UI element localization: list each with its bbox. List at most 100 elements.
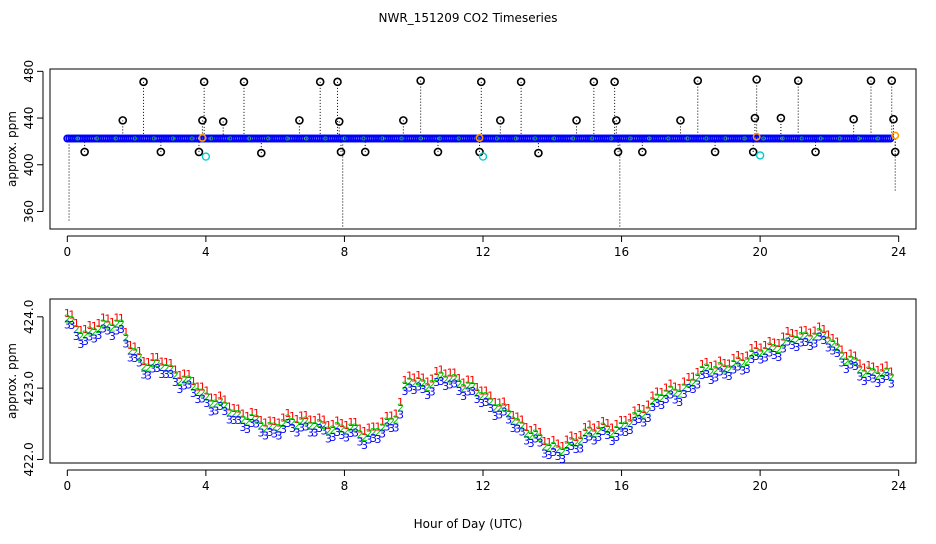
bottom-series-3-point: 3 — [483, 396, 490, 409]
bottom-series-3-point: 3 — [636, 413, 643, 426]
top-green-point — [609, 136, 614, 141]
bottom-series-3-point: 3 — [321, 425, 328, 438]
top-green-point — [418, 136, 423, 141]
top-green-point — [571, 136, 576, 141]
bottom-series-2-point: 2 — [271, 421, 278, 434]
bottom-series-1-point: 1 — [717, 354, 724, 367]
bottom-series-3-point: 3 — [843, 363, 850, 376]
bottom-series-1-point: 1 — [253, 407, 260, 420]
bottom-series-1-point: 1 — [226, 401, 233, 414]
bottom-series-2-point: 2 — [77, 330, 84, 343]
bottom-series-1-point: 1 — [483, 385, 490, 398]
top-x-tick-label: 20 — [752, 245, 767, 259]
bottom-series-1-point: 1 — [739, 351, 746, 364]
bottom-series-3-point: 3 — [370, 432, 377, 445]
bottom-series-2-point: 2 — [217, 395, 224, 408]
bottom-series-2-point: 2 — [73, 323, 80, 336]
bottom-series-2-point: 2 — [825, 334, 832, 347]
bottom-series-2-point: 2 — [627, 417, 634, 430]
bottom-series-1-point: 1 — [212, 392, 219, 405]
bottom-series-3-point: 3 — [208, 405, 215, 418]
bottom-series-2-point: 2 — [321, 419, 328, 432]
bottom-series-1-point: 1 — [622, 414, 629, 427]
bottom-series-2-point: 2 — [721, 363, 728, 376]
bottom-series-2-point: 2 — [564, 439, 571, 452]
bottom-series-2-point: 2 — [870, 366, 877, 379]
top-green-point — [742, 136, 747, 141]
top-black-point — [610, 77, 619, 87]
bottom-series-3-point: 3 — [384, 421, 391, 434]
top-black-point — [476, 77, 486, 87]
bottom-series-1-point: 1 — [789, 327, 796, 340]
bottom-series-3-point: 3 — [820, 334, 827, 347]
bottom-series-2-point: 2 — [852, 355, 859, 368]
top-green-point — [780, 136, 785, 141]
bottom-series-3-point: 3 — [253, 417, 260, 430]
bottom-series-2-point: 2 — [104, 318, 111, 331]
bottom-series-2-point: 2 — [433, 371, 440, 384]
bottom-series-1-point: 1 — [762, 339, 769, 352]
bottom-series-3-point: 3 — [681, 388, 688, 401]
bottom-y-tick-label: 422.0 — [22, 442, 36, 476]
bottom-series-1-point: 1 — [564, 433, 571, 446]
bottom-series-3-point: 3 — [816, 331, 823, 344]
bottom-series-2-point: 2 — [379, 421, 386, 434]
bottom-series-3-point: 3 — [393, 422, 400, 435]
bottom-series-1-point: 1 — [343, 419, 350, 432]
bottom-series-2-point: 2 — [302, 415, 309, 428]
bottom-series-2-point: 2 — [447, 372, 454, 385]
bottom-series-2-point: 2 — [604, 423, 611, 436]
bottom-x-tick-label: 20 — [752, 479, 767, 493]
bottom-series-1-point: 1 — [307, 414, 314, 427]
bottom-series-3-point: 3 — [649, 401, 656, 414]
bottom-series-2-point: 2 — [330, 424, 337, 437]
bottom-series-3-point: 3 — [622, 426, 629, 439]
bottom-series-3-point: 3 — [262, 430, 269, 443]
bottom-series-2-point: 2 — [334, 420, 341, 433]
bottom-series-2-point: 2 — [406, 375, 413, 388]
top-black-point — [811, 147, 820, 157]
bottom-series-1-point: 1 — [140, 355, 147, 368]
bottom-series-2-point: 2 — [780, 336, 787, 349]
bottom-series-1-point: 1 — [631, 404, 638, 417]
bottom-series-3-point: 3 — [388, 422, 395, 435]
bottom-series-2-point: 2 — [181, 373, 188, 386]
bottom-series-3-point: 3 — [86, 330, 93, 343]
bottom-series-3-point: 3 — [199, 392, 206, 405]
top-plot-frame — [49, 68, 917, 230]
bottom-series-1-point: 1 — [681, 376, 688, 389]
top-x-tick-label: 8 — [341, 245, 349, 259]
bottom-series-3-point: 3 — [257, 426, 264, 439]
bottom-series-3-point: 3 — [501, 406, 508, 419]
bottom-series-3-point: 3 — [771, 349, 778, 362]
top-green-point — [190, 136, 195, 141]
bottom-series-3-point: 3 — [176, 383, 183, 396]
top-green-point — [437, 136, 442, 141]
bottom-series-3-point: 3 — [185, 378, 192, 391]
bottom-series-2-point: 2 — [248, 412, 255, 425]
bottom-series-1-point: 1 — [501, 395, 508, 408]
bottom-series-2-point: 2 — [735, 355, 742, 368]
bottom-series-2-point: 2 — [834, 341, 841, 354]
bottom-series-3-point: 3 — [645, 412, 652, 425]
bottom-series-1-point: 1 — [406, 370, 413, 383]
bottom-series-2-point: 2 — [496, 402, 503, 415]
bottom-series-2-point: 2 — [663, 387, 670, 400]
bottom-series-3-point: 3 — [311, 427, 318, 440]
bottom-series-3-point: 3 — [852, 360, 859, 373]
bottom-series-2-point: 2 — [411, 377, 418, 390]
bottom-series-1-point: 1 — [645, 399, 652, 412]
bottom-series-1-point: 1 — [199, 381, 206, 394]
bottom-series-2-point: 2 — [645, 404, 652, 417]
bottom-series-3-point: 3 — [780, 342, 787, 355]
bottom-series-1-point: 1 — [771, 336, 778, 349]
bottom-series-1-point: 1 — [825, 329, 832, 342]
bottom-series-1-point: 1 — [149, 351, 156, 364]
top-green-point — [113, 136, 118, 141]
bottom-series-3-point: 3 — [406, 382, 413, 395]
bottom-series-1-point: 1 — [753, 339, 760, 352]
top-black-point — [572, 116, 581, 125]
bottom-series-1-point: 1 — [537, 426, 544, 439]
bottom-series-1-point: 1 — [735, 349, 742, 362]
bottom-series-1-point: 1 — [352, 416, 359, 429]
